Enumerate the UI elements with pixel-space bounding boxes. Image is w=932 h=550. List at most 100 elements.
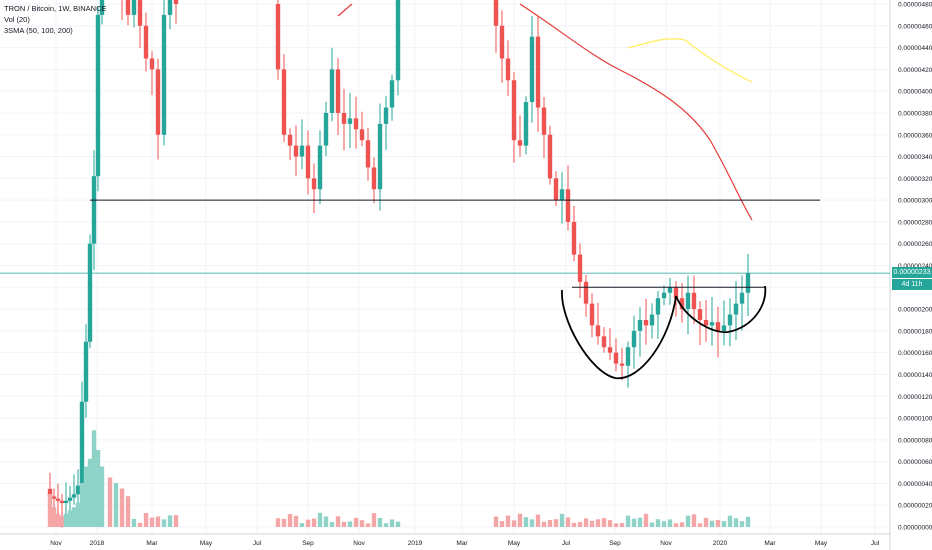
candle-body [173,0,179,4]
candle-body [703,319,709,326]
volume-bar [365,523,371,527]
volume-bar [341,521,347,527]
candle-body [287,134,293,146]
volume-bar [589,520,595,527]
candle-body [377,123,383,190]
candle-body [499,25,505,59]
volume-bar [143,513,149,527]
price-tick-label: 0.00000040 [898,481,932,488]
price-tick-label: 0.00000180 [898,328,932,335]
volume-bar [149,517,155,527]
candle-body [721,325,727,331]
volume-bar [67,510,73,527]
candle-body [655,298,661,315]
volume-bar [655,519,661,527]
candle-body [359,129,365,141]
candle-body [383,107,389,124]
time-tick-label: Mar [456,540,468,547]
candle-body [547,134,553,179]
time-tick-label: Nov [353,540,365,547]
candle-body [631,330,637,348]
volume-bar [99,466,105,527]
volume-bar [727,515,733,527]
cup-drawing [561,289,677,379]
volume-bar [505,515,511,527]
candle-body [347,118,353,124]
candle-body [691,292,697,310]
candle-body [59,500,65,504]
volume-bar [631,518,637,527]
volume-bar [619,523,625,527]
candle-body [739,292,745,304]
volume-bar [305,519,311,527]
volume-bar [71,507,77,527]
volume-bar [697,523,703,527]
price-tick-label: 0.00000240 [898,263,932,270]
volume-bar [559,513,565,527]
candle-body [565,189,571,222]
candle-body [613,352,619,364]
volume-bar [721,521,727,527]
volume-bar [281,518,287,527]
candle-body [149,58,155,70]
volume-bar [541,521,547,527]
candle-body [365,140,371,168]
candle-body [589,303,595,326]
volume-bar [383,523,389,527]
candle-body [293,145,299,157]
volume-bar [125,496,131,527]
volume-bar [547,519,553,527]
candle-body [389,80,395,108]
countdown-tag: 4d 11h [892,279,932,290]
candle-body [697,309,703,320]
price-tick-label: 0.00000080 [898,437,932,444]
volume-bar [113,483,119,527]
candle-body [559,189,565,201]
volume-bar [667,519,673,527]
candle-body [643,319,649,326]
candle-body [607,347,613,353]
time-tick-label: Mar [146,540,158,547]
candle-body [167,0,173,15]
candle-body [75,485,81,495]
time-tick-label: Sep [609,540,621,547]
candle-body [679,298,685,310]
volume-bar [661,521,667,527]
candle-body [99,0,105,15]
sma-indicator-label: 3SMA (50, 100, 200) [4,26,73,35]
volume-bar [583,518,589,527]
volume-bar [311,518,317,527]
volume-bar [511,520,517,527]
volume-bar [323,516,329,527]
candle-body [299,145,305,157]
time-tick-label: Jul [562,540,571,547]
candle-body [55,498,61,501]
candle-body [155,69,161,135]
volume-bar [673,523,679,527]
candle-body [311,178,317,190]
time-tick-label: 2018 [90,540,105,547]
time-tick-label: Mar [764,540,776,547]
last-price-tag: 0.00000233 [892,267,932,278]
volume-bar [75,502,81,527]
volume-bar [613,523,619,527]
candle-body [335,69,341,113]
volume-bar [571,522,577,527]
volume-bar [625,515,631,527]
volume-bar [565,517,571,527]
volume-bar [137,522,143,527]
volume-bar [87,458,93,527]
candle-body [601,336,607,348]
price-tick-label: 0.00000360 [898,132,932,139]
price-tick-label: 0.00000380 [898,110,932,117]
price-tick-label: 0.00000300 [898,198,932,205]
volume-bar [601,518,607,527]
candle-body [535,36,541,108]
volume-bar [577,521,583,527]
candle-body [317,145,323,190]
price-tick-label: 0.00000280 [898,219,932,226]
candle-body [571,221,577,255]
candle-body [131,0,137,15]
price-tick-label: 0.00000440 [898,45,932,52]
